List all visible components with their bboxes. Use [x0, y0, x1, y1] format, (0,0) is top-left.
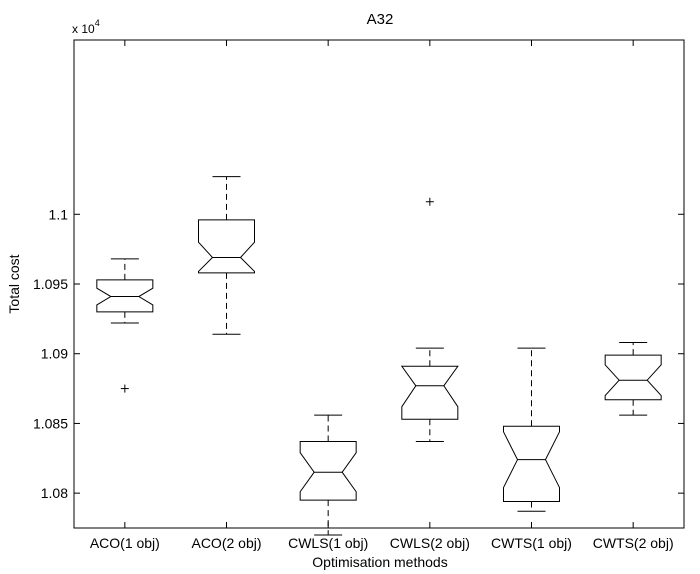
x-tick-label: CWLS(1 obj): [288, 535, 368, 551]
notched-box: [96, 279, 154, 313]
box-5: [503, 347, 560, 512]
x-tick-label: ACO(1 obj): [90, 535, 160, 551]
y-axis-label: Total cost: [6, 254, 22, 313]
notched-box: [198, 219, 255, 274]
y-axis-exponent-label: x 104: [72, 18, 100, 36]
y-tick-label: 1.08: [41, 485, 68, 501]
exponent-base: x 10: [72, 22, 95, 36]
notched-box: [299, 441, 357, 501]
plot-area-frame: [73, 39, 685, 529]
notched-box: [604, 354, 662, 401]
notched-box: [400, 365, 459, 420]
x-tick-label: ACO(2 obj): [191, 535, 261, 551]
box-1: [96, 258, 154, 393]
x-axis-label: Optimisation methods: [312, 554, 447, 570]
chart-title: A32: [367, 11, 394, 28]
notched-box: [503, 425, 560, 503]
box-6: [604, 342, 662, 416]
box-series: [96, 176, 662, 536]
y-tick-label: 1.1: [49, 206, 69, 222]
x-axis-ticks: ACO(1 obj) ACO(2 obj) CWLS(1 obj) CWLS(2 ob…: [90, 40, 674, 551]
y-tick-label: 1.085: [33, 415, 68, 431]
y-axis-ticks: 1.08 1.085 1.09 1.095 1.1: [33, 206, 684, 501]
box-4: [400, 197, 459, 443]
box-2: [198, 176, 255, 335]
box-3: [299, 414, 357, 536]
x-tick-label: CWTS(1 obj): [491, 535, 572, 551]
y-tick-label: 1.09: [41, 346, 68, 362]
y-tick-label: 1.095: [33, 276, 68, 292]
exponent-power: 4: [95, 18, 100, 28]
x-tick-label: CWTS(2 obj): [593, 535, 674, 551]
x-tick-label: CWLS(2 obj): [390, 535, 470, 551]
